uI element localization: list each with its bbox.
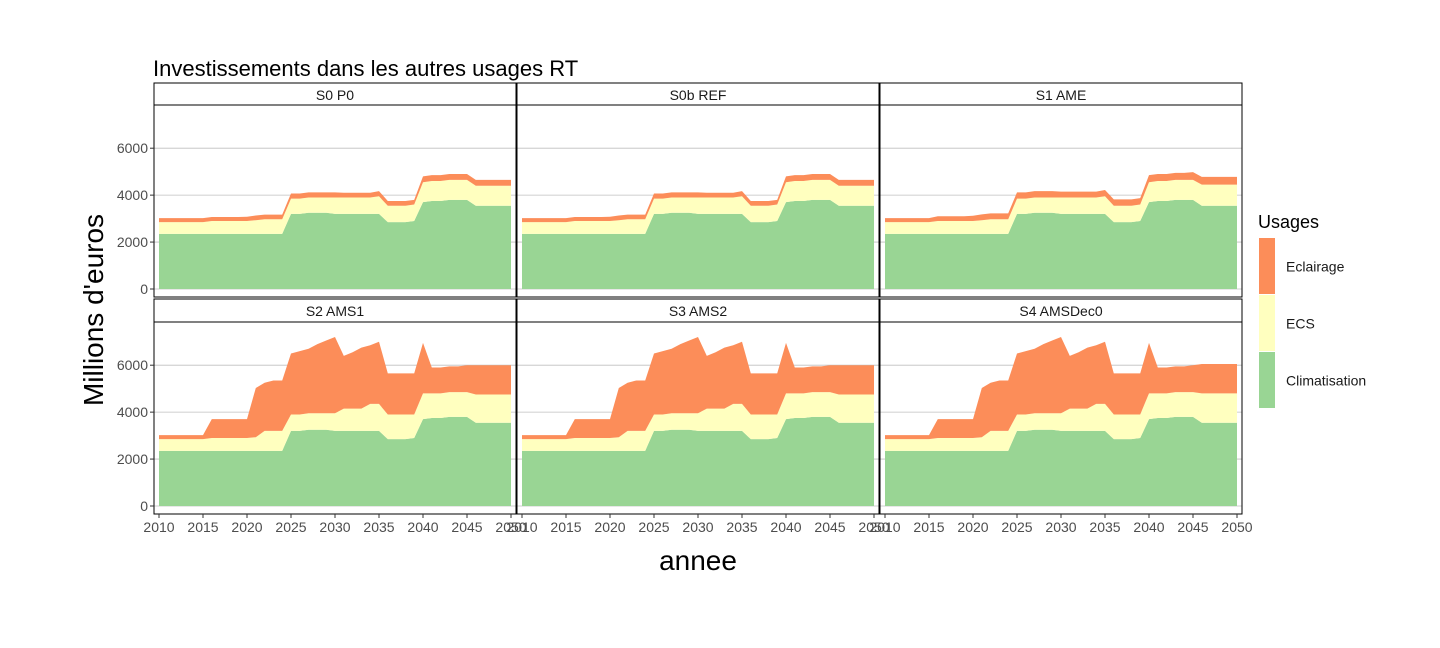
y-axis-title: Millions d'euros xyxy=(78,214,109,406)
x-tick-label: 2035 xyxy=(363,519,394,535)
y-axis-ticks: 0 2000 4000 6000 0 2000 4000 6000 xyxy=(117,140,154,514)
legend-key-eclairage xyxy=(1259,238,1275,294)
facet-strip-label: S2 AMS1 xyxy=(306,303,365,319)
facet-panels: S0 P0 S0b REF S1 AME S2 AMS1 S3 AMS2 S4 AMSDe… xyxy=(153,82,1243,515)
x-tick-label: 2040 xyxy=(407,519,438,535)
facet-panel: S1 AME xyxy=(879,82,1243,298)
x-tick-label: 2025 xyxy=(638,519,669,535)
x-axis-title: annee xyxy=(659,545,737,576)
area-eclairage xyxy=(885,337,1237,440)
x-tick-label: 2015 xyxy=(550,519,581,535)
y-tick-label: 2000 xyxy=(117,451,148,467)
area-ecs xyxy=(159,179,511,234)
x-tick-label: 2050 xyxy=(495,519,526,535)
x-tick-label: 2020 xyxy=(594,519,625,535)
x-tick-label: 2040 xyxy=(770,519,801,535)
x-tick-label: 2015 xyxy=(187,519,218,535)
area-ecs xyxy=(522,179,874,234)
area-eclairage xyxy=(885,172,1237,223)
panel-border xyxy=(516,104,880,298)
x-tick-label: 2025 xyxy=(1001,519,1032,535)
x-tick-label: 2050 xyxy=(1221,519,1252,535)
facet-strip-label: S1 AME xyxy=(1036,87,1087,103)
legend-label: Eclairage xyxy=(1286,259,1345,275)
area-ecs xyxy=(885,392,1237,451)
legend: Usages Eclairage ECS Climatisation xyxy=(1258,212,1366,408)
panel-border xyxy=(879,104,1243,298)
area-ecs xyxy=(159,392,511,451)
area-eclairage xyxy=(159,337,511,440)
area-climatisation xyxy=(885,199,1237,289)
x-tick-label: 2025 xyxy=(275,519,306,535)
legend-label: Climatisation xyxy=(1286,373,1366,389)
x-tick-label: 2020 xyxy=(231,519,262,535)
x-tick-label: 2030 xyxy=(1045,519,1076,535)
x-tick-label: 2010 xyxy=(143,519,174,535)
x-tick-label: 2010 xyxy=(506,519,537,535)
x-tick-label: 2035 xyxy=(1089,519,1120,535)
area-climatisation xyxy=(522,416,874,506)
facet-strip-label: S0b REF xyxy=(670,87,727,103)
facet-panel: S0 P0 xyxy=(153,82,517,298)
x-tick-label: 2035 xyxy=(726,519,757,535)
area-eclairage xyxy=(522,337,874,440)
y-tick-label: 4000 xyxy=(117,187,148,203)
y-tick-label: 6000 xyxy=(117,357,148,373)
y-tick-label: 2000 xyxy=(117,234,148,250)
panel-border xyxy=(153,104,517,298)
area-ecs xyxy=(522,392,874,451)
x-tick-label: 2030 xyxy=(319,519,350,535)
x-tick-label: 2015 xyxy=(913,519,944,535)
x-tick-label: 2045 xyxy=(1177,519,1208,535)
area-climatisation xyxy=(159,199,511,289)
y-tick-label: 6000 xyxy=(117,140,148,156)
facet-panel: S0b REF xyxy=(516,82,880,298)
x-tick-label: 2045 xyxy=(451,519,482,535)
area-climatisation xyxy=(159,416,511,506)
y-tick-label: 4000 xyxy=(117,404,148,420)
facet-strip-label: S0 P0 xyxy=(316,87,354,103)
x-tick-label: 2030 xyxy=(682,519,713,535)
legend-key-ecs xyxy=(1259,295,1275,351)
facet-strip-label: S3 AMS2 xyxy=(669,303,728,319)
x-tick-label: 2050 xyxy=(858,519,889,535)
facet-panel: S4 AMSDec0 xyxy=(879,298,1243,515)
y-tick-label: 0 xyxy=(140,281,148,297)
x-axis-ticks: 2010 2015 2020 2025 2030 2035 2040 2045 20502010… xyxy=(143,514,1253,535)
x-tick-label: 2020 xyxy=(957,519,988,535)
area-ecs xyxy=(885,179,1237,234)
legend-title: Usages xyxy=(1258,212,1319,232)
x-tick-label: 2045 xyxy=(814,519,845,535)
legend-key-climatisation xyxy=(1259,352,1275,408)
chart-title: Investissements dans les autres usages R… xyxy=(153,56,578,81)
facet-panel: S2 AMS1 xyxy=(153,298,517,515)
area-climatisation xyxy=(885,416,1237,506)
area-climatisation xyxy=(522,199,874,289)
facet-panel: S3 AMS2 xyxy=(516,298,880,515)
x-tick-label: 2010 xyxy=(869,519,900,535)
facet-strip-label: S4 AMSDec0 xyxy=(1019,303,1102,319)
y-tick-label: 0 xyxy=(140,498,148,514)
legend-label: ECS xyxy=(1286,316,1315,332)
x-tick-label: 2040 xyxy=(1133,519,1164,535)
